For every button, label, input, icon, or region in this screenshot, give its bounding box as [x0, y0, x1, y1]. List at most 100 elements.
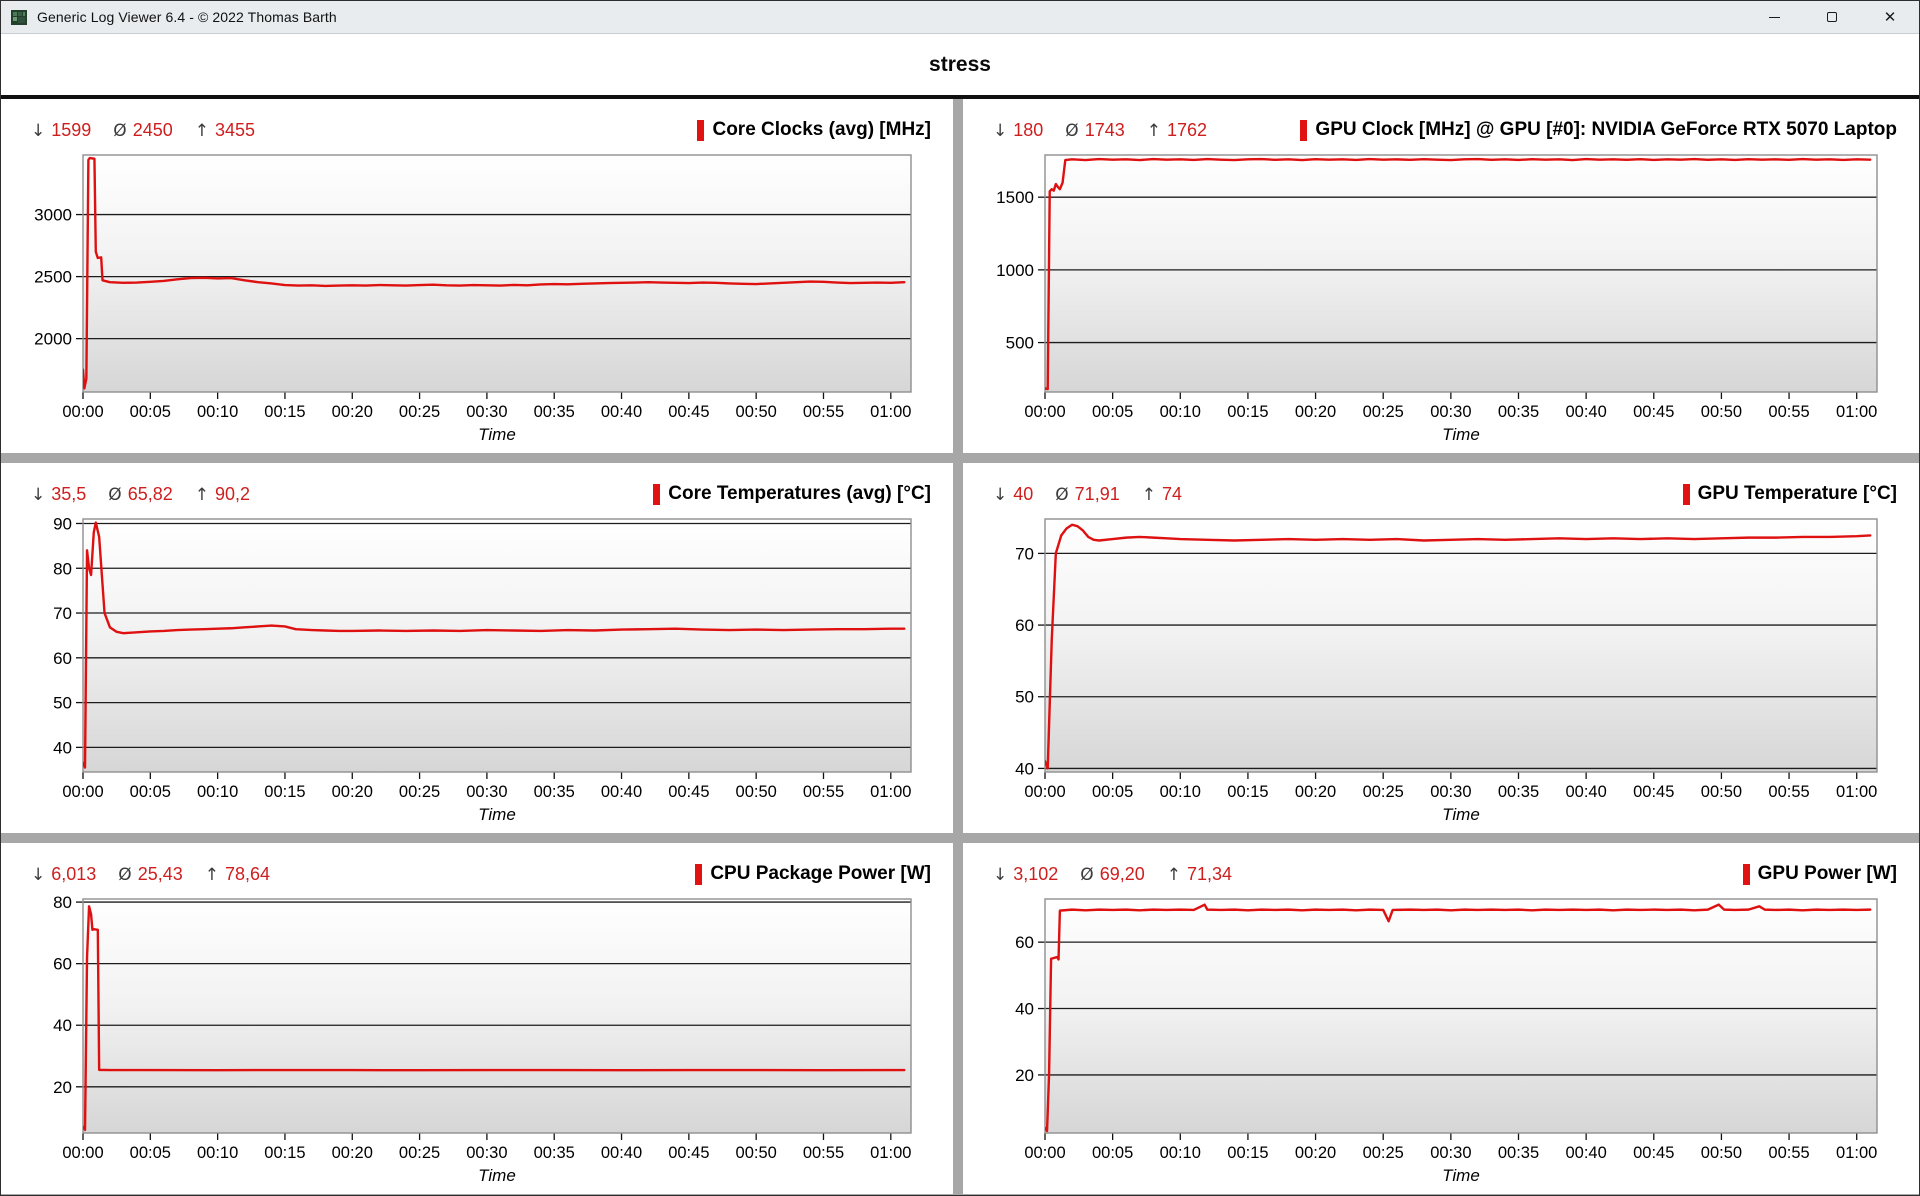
svg-text:Time: Time [478, 805, 516, 824]
max-arrow-icon: ↑ [1166, 864, 1181, 885]
svg-text:00:45: 00:45 [1633, 783, 1674, 801]
stat-min: ↓ 40 [993, 484, 1033, 505]
chart-legend: Core Temperatures (avg) [°C] [653, 483, 931, 505]
svg-text:00:15: 00:15 [264, 783, 305, 801]
chart-canvas-gpu-power: 20 40 60 00:00 00:05 00:10 00:15 00:20 00:25 00:3… [1015, 898, 1878, 1185]
svg-text:01:00: 01:00 [1836, 1144, 1877, 1162]
stat-max: ↑ 74 [1142, 484, 1182, 505]
svg-text:00:35: 00:35 [534, 403, 575, 421]
svg-text:00:40: 00:40 [601, 1144, 642, 1162]
minimize-button[interactable] [1745, 1, 1803, 34]
chart-legend: Core Clocks (avg) [MHz] [697, 119, 931, 141]
stat-avg-value: 71,91 [1074, 483, 1120, 504]
svg-text:00:10: 00:10 [1160, 1144, 1201, 1162]
avg-diameter-icon: Ø [113, 120, 127, 141]
svg-text:01:00: 01:00 [1836, 783, 1877, 801]
svg-text:00:30: 00:30 [1430, 1144, 1471, 1162]
chart-plot-area: 2000 2500 3000 00:00 00:05 00:10 00:15 00:20 00:… [27, 148, 931, 449]
svg-text:50: 50 [1015, 688, 1034, 707]
svg-text:80: 80 [53, 893, 72, 912]
stat-avg: Ø 65,82 [108, 484, 172, 505]
stat-min-value: 6,013 [51, 863, 97, 884]
chart-canvas-core-temperatures: 40 50 60 70 80 90 00:00 00:05 00:10 00:15 00:20 00:… [53, 514, 912, 824]
svg-text:70: 70 [1015, 544, 1034, 563]
svg-text:00:50: 00:50 [1701, 1144, 1742, 1162]
max-arrow-icon: ↑ [194, 120, 209, 141]
stat-max-value: 90,2 [214, 483, 251, 504]
svg-text:40: 40 [53, 1016, 72, 1035]
stat-max: ↑ 90,2 [195, 484, 250, 505]
chart-plot-area: 20 40 60 80 00:00 00:05 00:10 00:15 00:20 00:25 00… [27, 892, 931, 1190]
close-icon: ✕ [1883, 7, 1897, 26]
svg-text:00:25: 00:25 [399, 783, 440, 801]
svg-text:00:30: 00:30 [1430, 403, 1471, 421]
page-header: stress [1, 34, 1919, 95]
svg-text:00:25: 00:25 [1363, 1144, 1404, 1162]
max-arrow-icon: ↑ [194, 484, 209, 505]
legend-color-bar-icon [653, 483, 661, 505]
svg-text:2000: 2000 [34, 330, 72, 349]
stat-min: ↓ 6,013 [31, 864, 96, 885]
chart-canvas-core-clocks: 2000 2500 3000 00:00 00:05 00:10 00:15 00:20 00:… [34, 154, 912, 444]
svg-text:00:05: 00:05 [130, 783, 171, 801]
svg-text:00:15: 00:15 [264, 403, 305, 421]
svg-text:Time: Time [1442, 425, 1480, 444]
svg-text:00:45: 00:45 [1633, 1144, 1674, 1162]
stat-avg-value: 25,43 [137, 863, 183, 884]
min-arrow-icon: ↓ [993, 120, 1008, 141]
svg-text:40: 40 [1015, 1000, 1034, 1019]
avg-diameter-icon: Ø [108, 484, 122, 505]
svg-text:40: 40 [1015, 759, 1034, 778]
chart-stats: ↓ 35,5 Ø 65,82 ↑ 90,2 [31, 484, 272, 505]
chart-legend: GPU Power [W] [1742, 863, 1897, 885]
svg-text:00:35: 00:35 [1498, 1144, 1539, 1162]
svg-text:Time: Time [478, 1166, 516, 1185]
min-arrow-icon: ↓ [31, 864, 46, 885]
svg-text:00:35: 00:35 [1498, 403, 1539, 421]
svg-text:70: 70 [53, 604, 72, 623]
svg-text:50: 50 [53, 694, 72, 713]
min-arrow-icon: ↓ [993, 864, 1008, 885]
stat-min: ↓ 3,102 [993, 864, 1058, 885]
chart-stats: ↓ 40 Ø 71,91 ↑ 74 [993, 484, 1204, 505]
max-arrow-icon: ↑ [1141, 484, 1156, 505]
chart-title: Core Clocks (avg) [MHz] [712, 119, 931, 140]
svg-text:00:20: 00:20 [1295, 783, 1336, 801]
minimize-icon [1768, 16, 1780, 18]
max-arrow-icon: ↑ [1146, 120, 1161, 141]
chart-panel-gpu-power: ↓ 3,102 Ø 69,20 ↑ 71,34 GPU Power [W] 20… [963, 843, 1919, 1194]
svg-text:01:00: 01:00 [870, 403, 911, 421]
svg-text:00:55: 00:55 [1768, 403, 1809, 421]
svg-text:00:20: 00:20 [332, 1144, 373, 1162]
stat-min-value: 40 [1013, 483, 1034, 504]
svg-text:00:25: 00:25 [1363, 403, 1404, 421]
stat-min: ↓ 1599 [31, 120, 91, 141]
svg-text:00:40: 00:40 [1565, 783, 1606, 801]
svg-text:00:10: 00:10 [1160, 783, 1201, 801]
titlebar[interactable]: Generic Log Viewer 6.4 - © 2022 Thomas B… [1, 1, 1919, 34]
stat-min-value: 180 [1013, 119, 1044, 140]
svg-text:00:45: 00:45 [668, 1144, 709, 1162]
svg-text:Time: Time [478, 425, 516, 444]
max-arrow-icon: ↑ [204, 864, 219, 885]
page-title: stress [929, 52, 991, 76]
svg-text:00:20: 00:20 [332, 783, 373, 801]
chart-plot-area: 40 50 60 70 00:00 00:05 00:10 00:15 00:20 00:25 00… [989, 512, 1897, 829]
chart-canvas-gpu-temperature: 40 50 60 70 00:00 00:05 00:10 00:15 00:20 00:25 00… [1015, 518, 1878, 824]
maximize-button[interactable] [1803, 1, 1861, 34]
chart-canvas-cpu-package-power: 20 40 60 80 00:00 00:05 00:10 00:15 00:20 00:25 00… [53, 893, 912, 1185]
svg-text:00:00: 00:00 [62, 783, 103, 801]
chart-stats: ↓ 180 Ø 1743 ↑ 1762 [993, 120, 1229, 141]
stat-min: ↓ 35,5 [31, 484, 86, 505]
stat-avg: Ø 71,91 [1055, 484, 1119, 505]
svg-text:80: 80 [53, 559, 72, 578]
svg-text:00:55: 00:55 [1768, 783, 1809, 801]
stat-min-value: 3,102 [1013, 863, 1059, 884]
svg-text:00:00: 00:00 [1024, 1144, 1065, 1162]
close-button[interactable]: ✕ [1861, 1, 1919, 34]
svg-text:60: 60 [1015, 933, 1034, 952]
chart-canvas-gpu-clock: 500 1000 1500 00:00 00:05 00:10 00:15 00:20 00:2… [996, 154, 1878, 444]
chart-panel-header: ↓ 1599 Ø 2450 ↑ 3455 Core Clocks (avg) [… [27, 112, 931, 148]
chart-title: GPU Clock [MHz] @ GPU [#0]: NVIDIA GeFor… [1315, 119, 1897, 140]
